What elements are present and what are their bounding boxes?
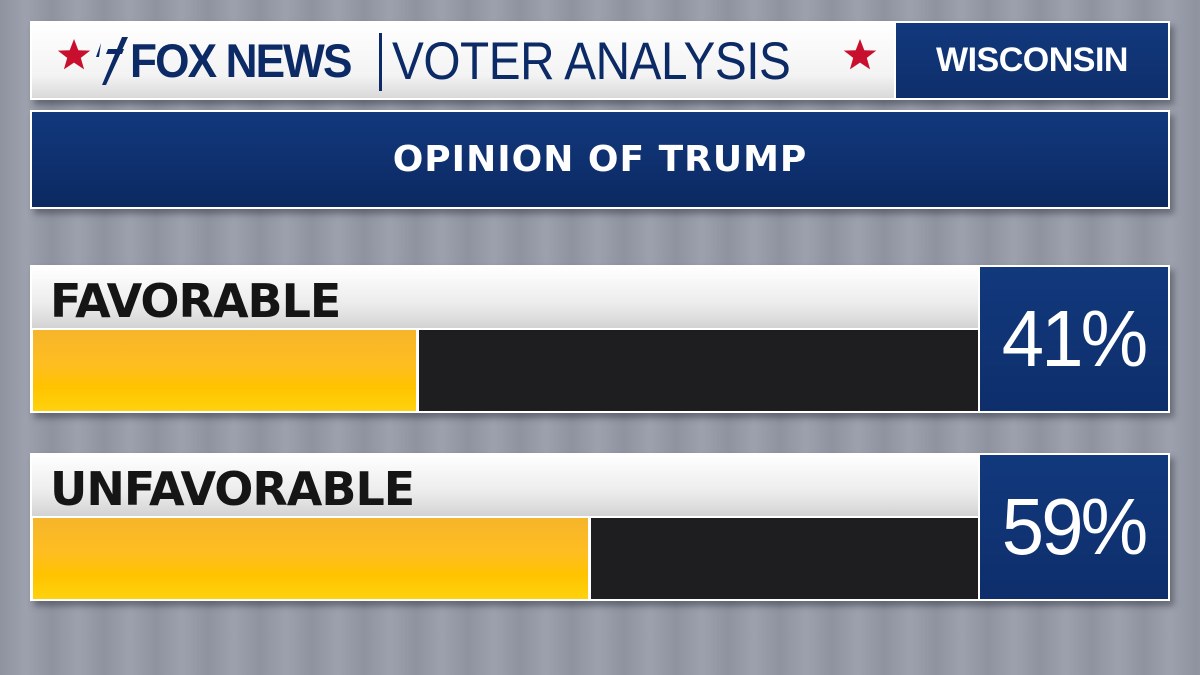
fox-logo-mark-icon — [96, 37, 128, 85]
category-label: FAVORABLE — [50, 274, 341, 328]
brand-strip: FOX NEWS VOTER ANALYSIS — [32, 23, 894, 98]
bar-track — [33, 518, 978, 599]
state-badge: WISCONSIN — [894, 23, 1168, 98]
bar-unfavorable — [33, 518, 592, 599]
title-banner: OPINION OF TRUMP — [30, 110, 1170, 209]
row-label-strip: UNFAVORABLE — [32, 455, 978, 516]
row-label-strip: FAVORABLE — [32, 267, 978, 328]
value-box: 41% — [980, 267, 1168, 411]
category-label: UNFAVORABLE — [50, 462, 415, 516]
bar-row: UNFAVORABLE 59% — [30, 453, 1170, 601]
section-title: VOTER ANALYSIS — [392, 32, 791, 91]
fox-news-logo: FOX NEWS — [92, 33, 365, 89]
graphic-header: FOX NEWS VOTER ANALYSIS WISCONSIN — [30, 21, 1170, 100]
value-box: 59% — [980, 455, 1168, 599]
bar-row: FAVORABLE 41% — [30, 265, 1170, 413]
bar-track — [33, 330, 978, 411]
bar-favorable — [33, 330, 419, 411]
state-name: WISCONSIN — [936, 41, 1128, 79]
brand-name: FOX NEWS — [130, 34, 352, 87]
value-label: 59% — [1002, 482, 1148, 571]
star-icon — [57, 39, 91, 70]
star-icon — [843, 39, 877, 70]
value-label: 41% — [1002, 294, 1148, 383]
chart-title: OPINION OF TRUMP — [392, 139, 808, 180]
header-divider — [379, 33, 382, 91]
